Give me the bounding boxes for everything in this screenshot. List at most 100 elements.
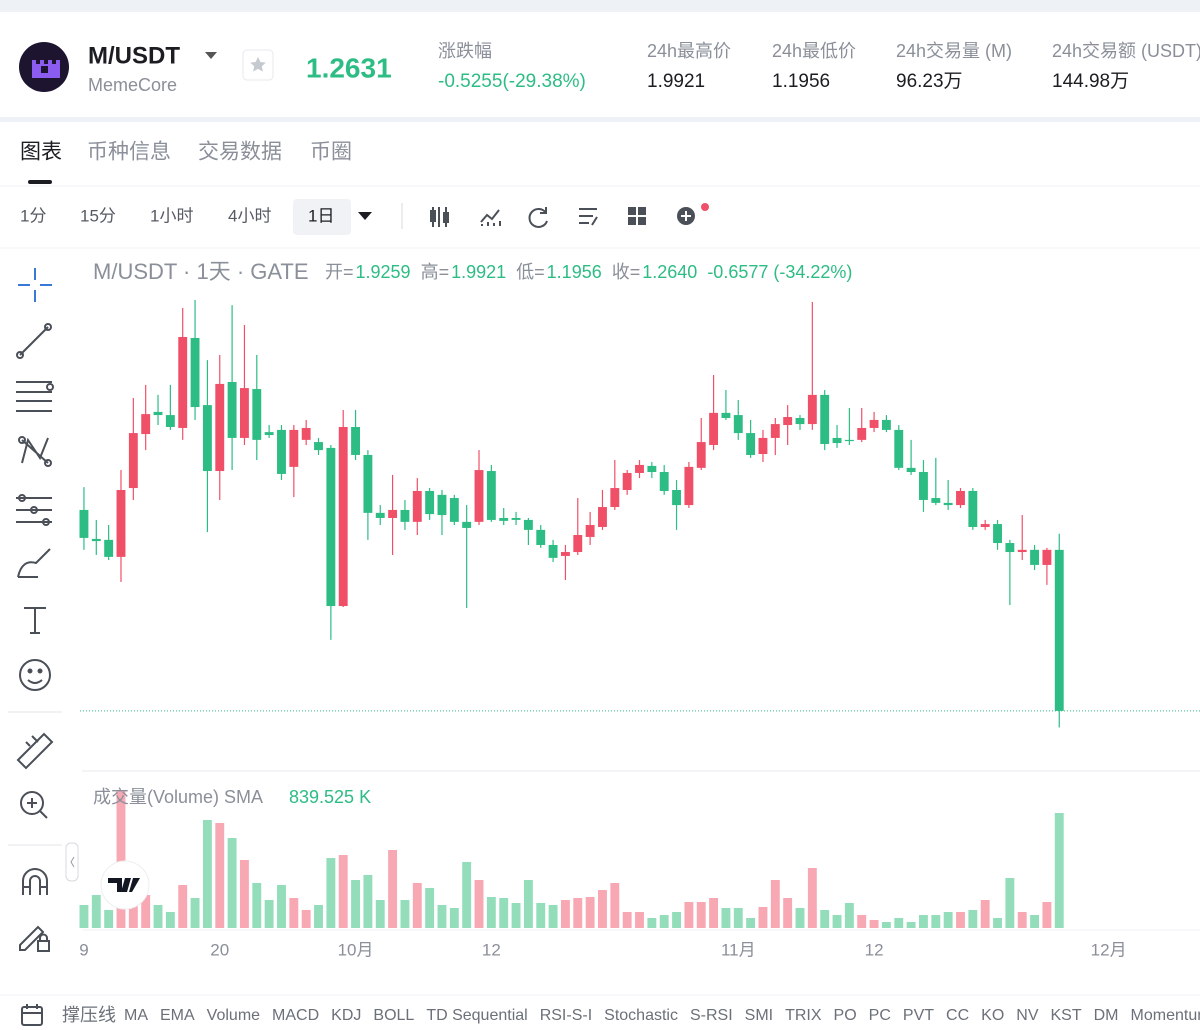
tab[interactable]: 币种信息 [87, 141, 171, 164]
candle-type-button[interactable] [430, 207, 449, 227]
indicator[interactable]: Volume [207, 1007, 260, 1024]
settings-button[interactable] [579, 208, 598, 226]
indicators-button-part[interactable] [481, 221, 501, 226]
pattern-tool[interactable] [18, 436, 52, 467]
ruler-tool-part[interactable] [16, 732, 54, 770]
collapse-handle-part[interactable] [65, 842, 79, 882]
interval-selected[interactable]: 1日 [308, 206, 334, 225]
projection-tool-part[interactable] [42, 518, 50, 526]
indicator[interactable]: TD Sequential [426, 1007, 527, 1024]
lock-tool-part[interactable] [37, 940, 50, 952]
indicator[interactable]: MACD [272, 1007, 319, 1024]
pattern-tool-part[interactable] [44, 459, 52, 467]
indicator[interactable]: KO [981, 1007, 1004, 1024]
emoji-tool[interactable] [19, 659, 51, 691]
candle-type-button-part[interactable] [430, 210, 436, 222]
zoom-tool-part[interactable] [27, 798, 48, 819]
indicator[interactable]: KST [1051, 1007, 1082, 1024]
symbol[interactable]: M/USDT [88, 42, 180, 69]
indicator[interactable]: PO [834, 1007, 857, 1024]
zoom-tool[interactable] [20, 791, 48, 819]
tab[interactable]: 币圈 [310, 141, 352, 164]
layout-button-part[interactable] [638, 207, 646, 215]
interval-dropdown[interactable] [358, 212, 372, 220]
layout-button[interactable] [628, 207, 646, 225]
indicator[interactable]: PC [869, 1007, 891, 1024]
projection-tool-part[interactable] [16, 497, 52, 523]
lock-tool-part[interactable] [19, 925, 45, 951]
indicator[interactable]: Momentum [1131, 1007, 1200, 1024]
zoom-tool-part[interactable] [20, 791, 44, 815]
indicator[interactable]: NV [1016, 1007, 1039, 1024]
fib-tool-part[interactable] [46, 383, 54, 391]
indicator[interactable]: EMA [160, 1007, 195, 1024]
layout-button-part[interactable] [638, 217, 646, 225]
magnet-tool[interactable] [22, 868, 48, 895]
interval[interactable]: 1分 [20, 206, 46, 225]
add-button[interactable] [677, 203, 709, 225]
indicator[interactable]: DM [1094, 1007, 1119, 1024]
tab[interactable]: 交易数据 [198, 141, 282, 164]
tab-active[interactable]: 图表 [20, 141, 62, 164]
add-button-part[interactable] [701, 203, 709, 211]
lock-tool-part[interactable] [39, 933, 48, 942]
interval[interactable]: 1小时 [150, 206, 193, 225]
emoji-tool-part[interactable] [27, 668, 33, 674]
trendline-tool-part[interactable] [44, 323, 52, 331]
pattern-tool-part[interactable] [21, 437, 49, 464]
indicator[interactable]: Stochastic [604, 1007, 678, 1024]
indicator[interactable]: PVT [903, 1007, 934, 1024]
trendline-tool-part[interactable] [19, 326, 49, 356]
indicator[interactable]: MA [124, 1007, 148, 1024]
crosshair-tool[interactable] [18, 268, 52, 302]
trendline-tool[interactable] [16, 323, 52, 359]
candle-type-button-part[interactable] [443, 212, 449, 223]
ruler-tool[interactable] [16, 732, 54, 770]
collapse-handle[interactable] [65, 842, 79, 882]
brush-tool[interactable] [17, 548, 51, 578]
refresh-button[interactable] [528, 207, 548, 228]
refresh-button-part[interactable] [528, 208, 548, 228]
tradingview-logo[interactable] [100, 860, 150, 910]
settings-button-part[interactable] [579, 208, 598, 226]
tradingview-logo-part[interactable] [108, 878, 140, 892]
interval[interactable]: 4小时 [228, 206, 271, 225]
fib-tool[interactable] [16, 381, 54, 412]
indicator[interactable]: 撑压线 [62, 1005, 116, 1025]
favorite-button[interactable] [242, 49, 274, 81]
indicator[interactable]: KDJ [331, 1007, 361, 1024]
symbol-dropdown[interactable] [205, 52, 217, 59]
trendline-tool-part[interactable] [16, 351, 24, 359]
indicators-button[interactable] [480, 209, 501, 226]
indicator[interactable]: TRIX [785, 1007, 822, 1024]
emoji-tool-part[interactable] [19, 659, 51, 691]
layout-button-part[interactable] [628, 207, 636, 215]
indicators-button-part[interactable] [480, 209, 500, 223]
pattern-tool-part[interactable] [18, 436, 26, 444]
calendar-icon[interactable] [21, 1004, 43, 1026]
calendar-icon-part[interactable] [21, 1006, 43, 1026]
favorite-button-part[interactable] [250, 57, 266, 72]
indicator[interactable]: SMI [745, 1007, 773, 1024]
interval[interactable]: 15分 [80, 206, 116, 225]
add-button-part[interactable] [681, 211, 691, 221]
layout-button-part[interactable] [628, 217, 636, 225]
crosshair-tool-part[interactable] [18, 268, 52, 302]
emoji-tool-part[interactable] [27, 679, 43, 684]
refresh-button-part[interactable] [540, 207, 547, 214]
projection-tool[interactable] [16, 494, 52, 526]
indicator[interactable]: CC [946, 1007, 969, 1024]
calendar-icon-part[interactable] [22, 1004, 42, 1014]
projection-tool-part[interactable] [30, 506, 38, 514]
fib-tool-part[interactable] [16, 381, 52, 412]
indicator[interactable]: BOLL [373, 1007, 414, 1024]
text-tool-part[interactable] [24, 607, 46, 634]
lock-tool[interactable] [19, 925, 50, 952]
emoji-tool-part[interactable] [37, 668, 43, 674]
magnet-tool-part[interactable] [22, 868, 48, 895]
projection-tool-part[interactable] [18, 494, 26, 502]
collapse-handle-part[interactable] [70, 856, 75, 868]
text-tool[interactable] [24, 607, 46, 634]
brush-tool-part[interactable] [17, 548, 51, 578]
indicator[interactable]: RSI-S-I [540, 1007, 592, 1024]
